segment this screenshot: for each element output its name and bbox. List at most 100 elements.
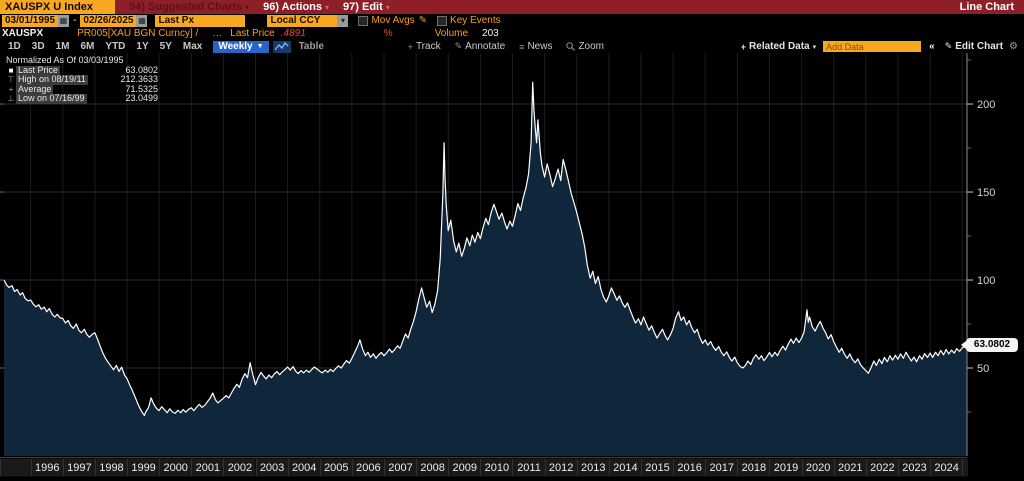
title-bar: XAUSPX U Index 94) Suggested Charts ▾ 96… bbox=[0, 0, 1024, 14]
volume-value: 203 bbox=[482, 28, 499, 39]
zoom-button[interactable]: Zoom bbox=[566, 41, 604, 52]
related-data-dropdown[interactable]: + Related Data ▾ bbox=[741, 41, 816, 52]
table-button[interactable]: Table bbox=[298, 41, 324, 52]
price-chart-canvas[interactable]: 50 100 150 200 bbox=[0, 53, 1024, 457]
svg-text:200: 200 bbox=[977, 99, 995, 111]
calendar-icon[interactable]: ▦ bbox=[58, 14, 70, 27]
xaxis-year-label: 2024 bbox=[930, 459, 963, 476]
news-icon: ≡ bbox=[519, 41, 525, 52]
average-marker-icon: + bbox=[8, 84, 14, 94]
key-events-checkbox[interactable] bbox=[437, 15, 448, 26]
legend-value: 71.5325 bbox=[125, 83, 158, 94]
period-tab-6m[interactable]: 6M bbox=[80, 41, 95, 52]
mov-avgs-checkbox[interactable] bbox=[358, 15, 369, 26]
suggested-charts-label: 94) Suggested Charts bbox=[129, 1, 243, 13]
xaxis-year-label: 2012 bbox=[544, 459, 577, 476]
xaxis-year-label: 2020 bbox=[801, 459, 834, 476]
track-button[interactable]: + Track bbox=[408, 41, 441, 52]
legend-row-high[interactable]: ⊤ High on 08/19/11 212.3633 bbox=[6, 75, 158, 85]
xaxis-year-label: 1998 bbox=[94, 459, 127, 476]
xaxis-year-label: 2014 bbox=[608, 459, 641, 476]
low-marker-icon: ⊥ bbox=[7, 94, 15, 104]
xaxis-year-label: 2023 bbox=[897, 459, 931, 476]
news-label: News bbox=[527, 41, 553, 52]
xaxis-year-label: 2021 bbox=[833, 459, 866, 476]
chart-area: 50 100 150 200 Normalized As Of 03/03/1995 … bbox=[0, 53, 1024, 481]
related-data-label: Related Data bbox=[749, 41, 810, 52]
legend-row-last-price[interactable]: ■ Last Price 63.0802 bbox=[6, 64, 158, 76]
add-data-input[interactable] bbox=[823, 41, 922, 52]
date-to-field[interactable]: 02/26/2025 bbox=[80, 14, 137, 27]
xaxis-year-label: 2017 bbox=[705, 459, 738, 476]
frequency-dropdown[interactable]: Weekly ▼ bbox=[213, 40, 269, 53]
period-tab-3d[interactable]: 3D bbox=[31, 41, 45, 52]
volume-label: Volume bbox=[434, 28, 469, 39]
xaxis-year-label: 2022 bbox=[865, 459, 898, 476]
security-formula: PR005[XAU BGN Curncy] / bbox=[77, 28, 199, 39]
xaxis-year-label: 1999 bbox=[127, 459, 160, 476]
period-tab-1y[interactable]: 1Y bbox=[136, 41, 149, 52]
period-tab-5y[interactable]: 5Y bbox=[159, 41, 172, 52]
xaxis-year-label: 1997 bbox=[62, 459, 95, 476]
legend-row-average[interactable]: + Average 71.5325 bbox=[6, 83, 158, 95]
period-tab-1m[interactable]: 1M bbox=[55, 41, 70, 52]
key-events-label: Key Events bbox=[450, 15, 501, 26]
chevron-down-icon: ▼ bbox=[256, 42, 264, 50]
xaxis-year-label: 2019 bbox=[769, 459, 802, 476]
price-field-value: Last Px bbox=[158, 14, 195, 26]
period-tab-1d[interactable]: 1D bbox=[8, 41, 21, 52]
annotate-button[interactable]: ✎ Annotate bbox=[455, 41, 506, 52]
last-price-badge-value: 63.0802 bbox=[973, 338, 1011, 350]
edit-chart-label: Edit Chart bbox=[955, 41, 1004, 52]
actions-menu[interactable]: 96) Actions ▾ bbox=[263, 1, 329, 13]
legend-label: High on 08/19/11 bbox=[16, 74, 88, 85]
pencil-icon[interactable]: ✎ bbox=[418, 15, 428, 26]
chart-toolbar: 1D 3D 1M 6M YTD 1Y 5Y Max Weekly ▼ Table… bbox=[0, 40, 1024, 54]
chart-settings-row: 03/01/1995 ▦ - 02/26/2025 ▦ Last Px Loca… bbox=[0, 14, 1024, 28]
zoom-label: Zoom bbox=[578, 41, 605, 52]
price-field-select[interactable]: Last Px bbox=[155, 14, 246, 27]
period-tab-max[interactable]: Max bbox=[182, 41, 203, 52]
xaxis-spacer-cell bbox=[0, 459, 31, 476]
legend-value: 63.0802 bbox=[125, 64, 158, 75]
xaxis-year-label: 2015 bbox=[640, 459, 674, 476]
legend-row-low[interactable]: ⊥ Low on 07/16/99 23.0499 bbox=[6, 94, 158, 104]
last-price-value: .4891 bbox=[280, 28, 306, 39]
edit-menu[interactable]: 97) Edit ▾ bbox=[343, 1, 390, 13]
xaxis-spacer-cell bbox=[962, 459, 968, 476]
period-tab-ytd[interactable]: YTD bbox=[105, 41, 126, 52]
security-title-field[interactable]: XAUSPX U Index bbox=[0, 0, 116, 14]
gear-icon[interactable]: ⚙ bbox=[1009, 41, 1018, 52]
magnifier-icon bbox=[566, 42, 576, 51]
formula-ellipsis: … bbox=[212, 28, 223, 39]
currency-select[interactable]: Local CCY bbox=[267, 14, 338, 27]
chart-type-label: Line Chart bbox=[959, 1, 1014, 13]
date-from-field[interactable]: 03/01/1995 bbox=[2, 14, 59, 27]
xaxis-year-label: 2001 bbox=[191, 459, 224, 476]
svg-text:100: 100 bbox=[977, 275, 995, 287]
pencil-icon: ✎ bbox=[454, 41, 463, 51]
xaxis-year-label: 2005 bbox=[319, 459, 352, 476]
currency-value: Local CCY bbox=[270, 14, 321, 26]
suggested-charts-menu[interactable]: 94) Suggested Charts ▾ bbox=[129, 1, 249, 13]
xaxis-year-label: 2016 bbox=[673, 459, 706, 476]
security-name: XAUSPX U Index bbox=[5, 1, 94, 13]
edit-chart-button[interactable]: ✎ Edit Chart bbox=[945, 41, 1003, 52]
chart-type-toggle[interactable] bbox=[272, 40, 291, 53]
xaxis-year-label: 2002 bbox=[223, 459, 256, 476]
x-axis[interactable]: 1996 1997 1998 1999 2000 2001 2002 2003 2004 2005… bbox=[0, 457, 968, 477]
chevron-down-icon[interactable]: ▾ bbox=[337, 14, 349, 27]
last-price-label: Last Price bbox=[230, 28, 275, 39]
news-button[interactable]: ≡ News bbox=[519, 41, 552, 52]
svg-text:50: 50 bbox=[977, 363, 989, 375]
collapse-icon[interactable]: « bbox=[929, 41, 935, 52]
chart-legend: Normalized As Of 03/03/1995 ■ Last Price… bbox=[6, 55, 158, 104]
date-separator: - bbox=[73, 15, 77, 26]
legend-label: Average bbox=[16, 83, 54, 95]
legend-value: 23.0499 bbox=[125, 93, 158, 104]
xaxis-year-label: 2011 bbox=[512, 459, 545, 476]
xaxis-year-label: 2008 bbox=[416, 459, 449, 476]
track-label: Track bbox=[415, 41, 441, 52]
calendar-icon[interactable]: ▦ bbox=[136, 14, 148, 27]
